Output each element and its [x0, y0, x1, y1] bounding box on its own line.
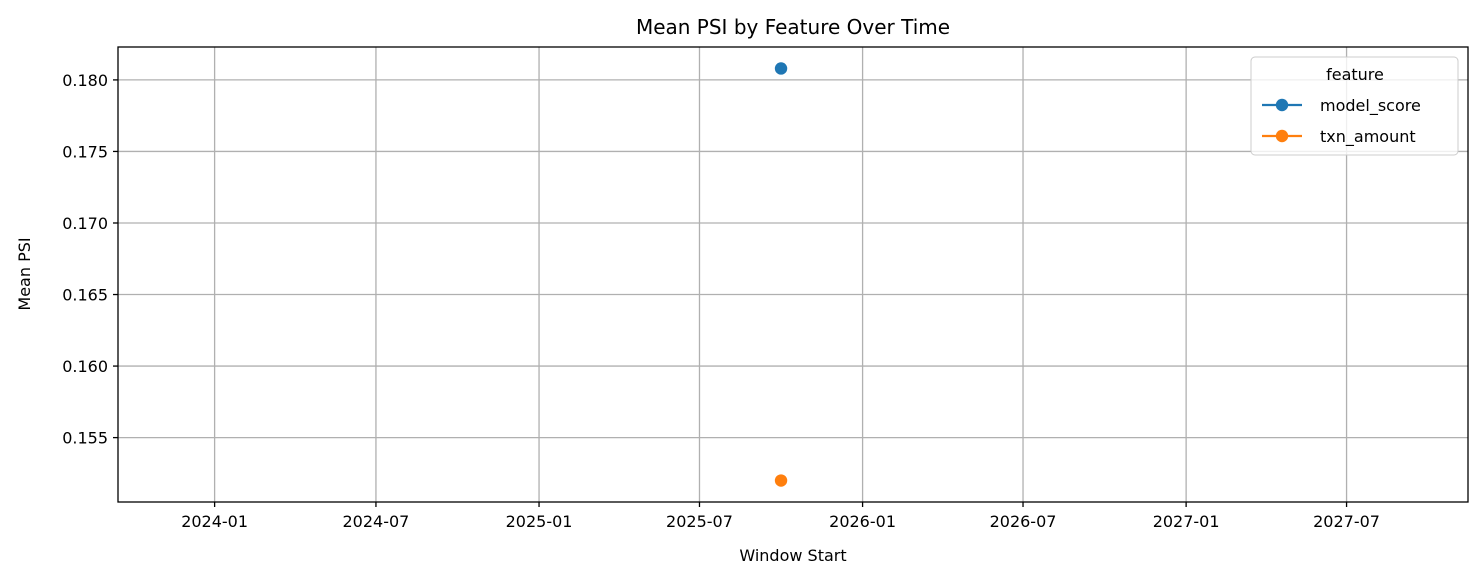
y-axis: 0.155 0.160 0.165 0.170 0.175 0.180	[62, 71, 118, 448]
x-tick-label: 2025-01	[506, 512, 573, 531]
data-point	[774, 62, 788, 75]
series-layer	[774, 62, 788, 487]
plot-area	[117, 46, 1469, 503]
y-tick-label: 0.170	[62, 214, 108, 233]
chart-title: Mean PSI by Feature Over Time	[636, 15, 950, 39]
legend-frame	[1250, 56, 1459, 156]
x-tick-label: 2027-01	[1153, 512, 1220, 531]
y-tick-label: 0.160	[62, 357, 108, 376]
x-axis-label: Window Start	[739, 546, 846, 565]
series-model-score	[774, 62, 788, 75]
legend-item-model-score: model_score	[1262, 96, 1421, 116]
x-tick-label: 2024-01	[181, 512, 248, 531]
data-point	[774, 474, 788, 487]
legend-marker	[1275, 129, 1289, 143]
y-axis-label: Mean PSI	[15, 237, 34, 310]
legend: feature model_score txn_amount	[1250, 56, 1459, 156]
legend-item-txn-amount: txn_amount	[1262, 127, 1416, 147]
x-tick-label: 2027-07	[1313, 512, 1380, 531]
legend-marker	[1275, 98, 1289, 112]
y-tick-label: 0.155	[62, 429, 108, 448]
y-tick-label: 0.180	[62, 71, 108, 90]
legend-label: txn_amount	[1320, 127, 1416, 147]
legend-items: model_score txn_amount	[1262, 96, 1421, 147]
series-txn-amount	[774, 474, 788, 487]
x-tick-label: 2024-07	[343, 512, 410, 531]
legend-label: model_score	[1320, 96, 1421, 116]
y-tick-label: 0.175	[62, 142, 108, 161]
grid	[118, 47, 1468, 502]
x-tick-label: 2025-07	[666, 512, 733, 531]
x-axis: 2024-01 2024-07 2025-01 2025-07 2026-01 2026-…	[181, 502, 1380, 531]
x-tick-label: 2026-07	[990, 512, 1057, 531]
x-tick-label: 2026-01	[829, 512, 896, 531]
legend-title: feature	[1326, 65, 1384, 84]
y-tick-label: 0.165	[62, 286, 108, 305]
